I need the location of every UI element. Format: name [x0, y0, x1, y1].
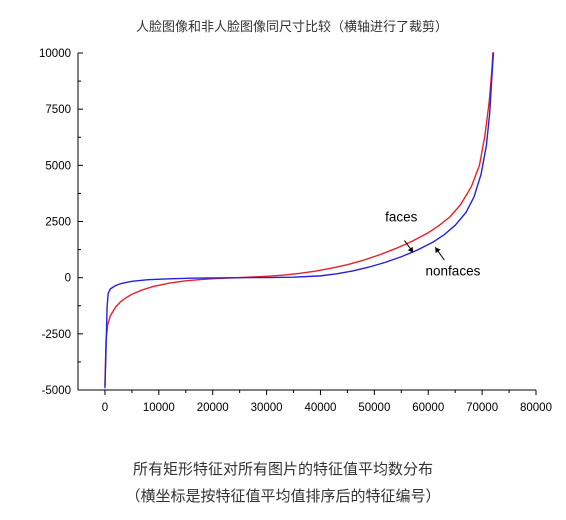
series-layer: [104, 52, 495, 389]
y-tick-label: 5000: [45, 160, 71, 172]
x-tick-label: 40000: [304, 402, 336, 414]
chart-figure: 人脸图像和非人脸图像同尺寸比较（横轴进行了裁剪） 10000 7500 5000 25…: [39, 19, 552, 414]
axes: 10000 7500 5000 2500 0 -2500 -5000 0 10000 20000 3…: [39, 48, 552, 414]
y-tick-label: 2500: [45, 217, 71, 229]
figure-caption: 所有矩形特征对所有图片的特征值平均数分布 （横坐标是按特征值平均值排序后的特征编…: [0, 456, 566, 510]
series-line-faces: [104, 52, 494, 387]
line-chart: 人脸图像和非人脸图像同尺寸比较（横轴进行了裁剪） 10000 7500 5000 25…: [39, 19, 552, 414]
annotation-nonfaces: nonfaces: [426, 264, 481, 279]
annotation-arrowhead-faces: [407, 246, 414, 253]
chart-title: 人脸图像和非人脸图像同尺寸比较（横轴进行了裁剪）: [136, 19, 448, 35]
x-tick-label: 80000: [520, 402, 552, 414]
x-tick-label: 20000: [197, 402, 229, 414]
y-tick-label: 10000: [39, 48, 71, 60]
x-tick-label: 50000: [358, 402, 390, 414]
series-line-nonfaces: [104, 52, 495, 389]
x-tick-label: 0: [102, 402, 108, 414]
annotation-faces: faces: [385, 210, 418, 225]
y-tick-label: 7500: [45, 104, 71, 116]
y-tick-label: -5000: [42, 385, 71, 397]
x-tick-label: 30000: [251, 402, 283, 414]
y-tick-label: 0: [65, 273, 71, 285]
y-tick-label: -2500: [42, 329, 71, 341]
x-tick-label: 70000: [466, 402, 498, 414]
x-tick-label: 60000: [412, 402, 444, 414]
x-tick-label: 10000: [143, 402, 175, 414]
caption-line-2: （横坐标是按特征值平均值排序后的特征编号）: [125, 487, 441, 505]
annotation-arrowhead-nonfaces: [435, 247, 441, 254]
caption-line-1: 所有矩形特征对所有图片的特征值平均数分布: [132, 460, 433, 478]
annotations: faces nonfaces: [385, 210, 480, 279]
